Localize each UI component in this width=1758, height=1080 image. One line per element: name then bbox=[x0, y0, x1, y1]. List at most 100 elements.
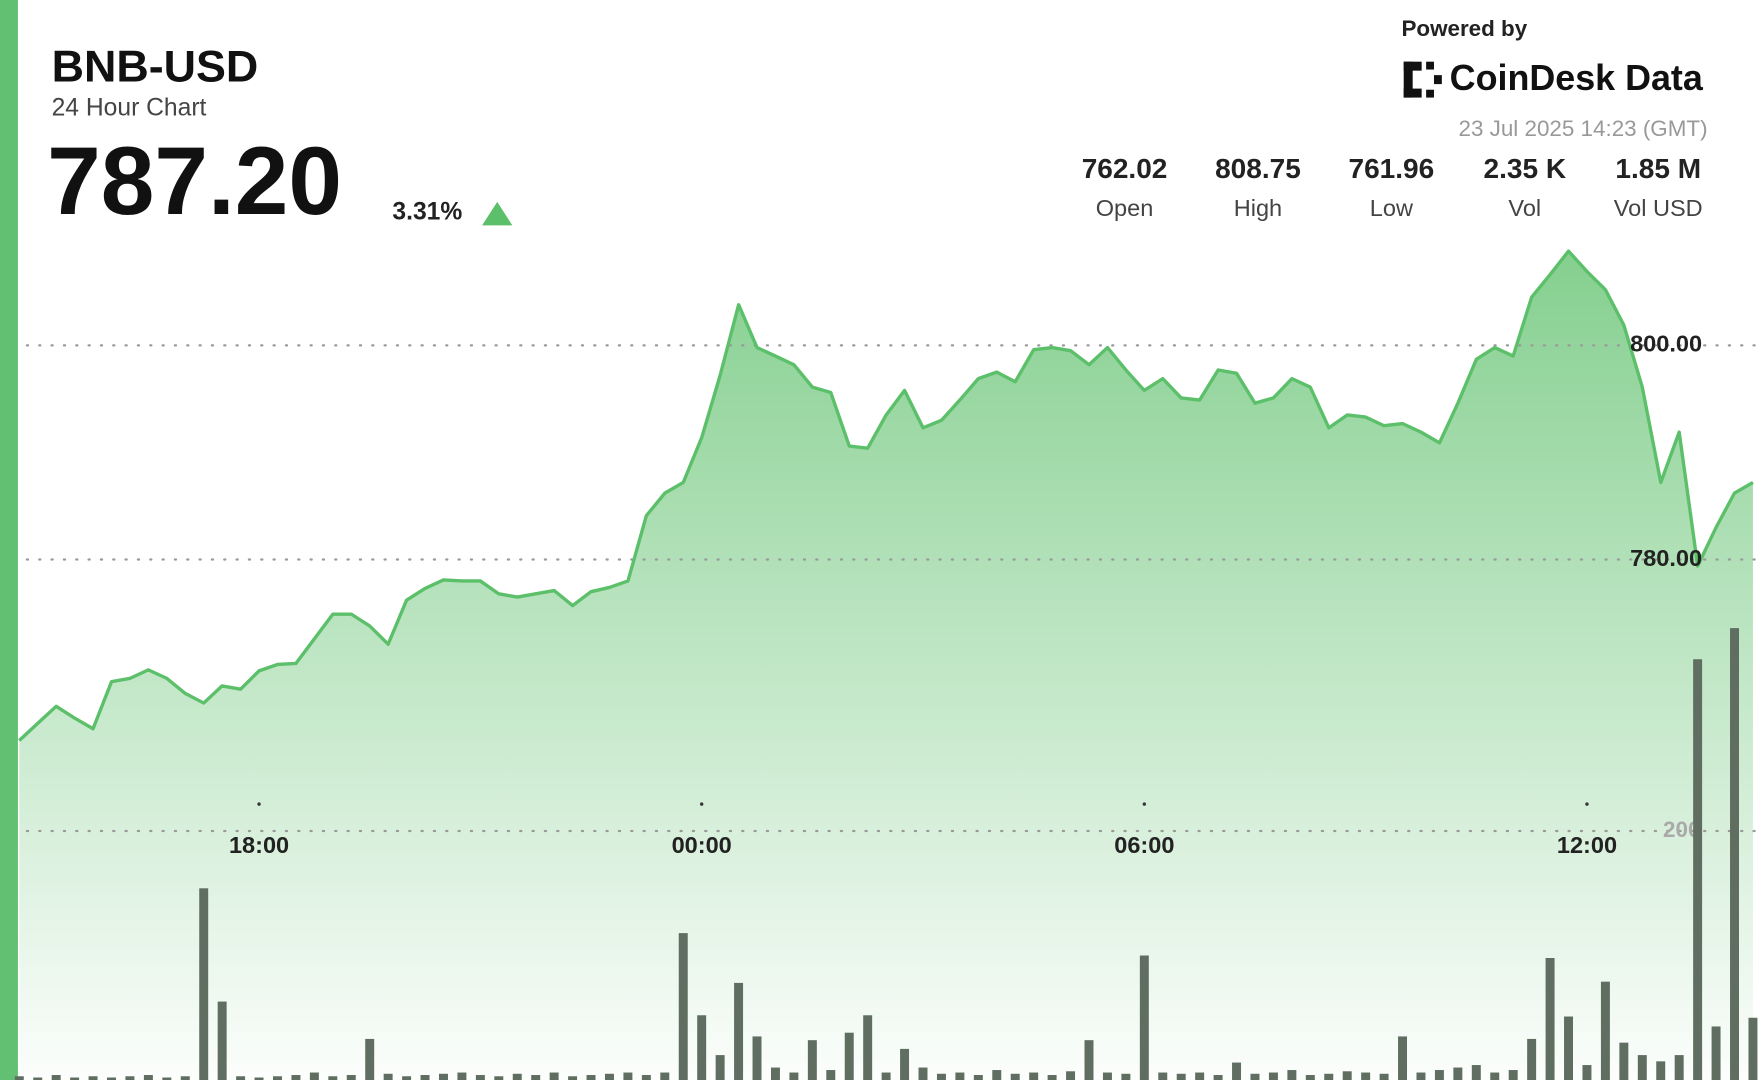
volume-bar bbox=[1176, 1073, 1186, 1080]
stat-value: 2.35 K bbox=[1484, 153, 1567, 184]
stat-value: 808.75 bbox=[1215, 153, 1301, 184]
volume-bar bbox=[512, 1073, 522, 1080]
chart-subtitle: 24 Hour Chart bbox=[52, 94, 207, 121]
volume-bar bbox=[254, 1077, 264, 1080]
volume-bar bbox=[1066, 1071, 1076, 1080]
volume-bar bbox=[826, 1070, 836, 1080]
accent-bar bbox=[0, 0, 18, 1080]
volume-bar bbox=[1213, 1075, 1223, 1080]
volume-bar bbox=[1158, 1072, 1168, 1080]
volume-bar bbox=[623, 1072, 633, 1080]
volume-bar bbox=[346, 1075, 356, 1080]
brand: CoinDesk Data bbox=[1450, 58, 1704, 98]
volume-bar bbox=[383, 1073, 393, 1080]
volume-bar bbox=[1029, 1072, 1039, 1080]
volume-bar bbox=[1711, 1026, 1721, 1080]
x-tick-label: 12:00 bbox=[1557, 832, 1617, 858]
volume-bar bbox=[273, 1076, 282, 1080]
volume-bar bbox=[1508, 1070, 1518, 1080]
volume-bar bbox=[1564, 1016, 1574, 1080]
volume-bar bbox=[88, 1076, 98, 1080]
volume-bar bbox=[1379, 1073, 1389, 1080]
volume-bar bbox=[641, 1075, 651, 1080]
y-tick-label: 780.00 bbox=[1630, 545, 1702, 571]
x-tick-mark bbox=[1585, 802, 1589, 806]
volume-bar bbox=[1545, 958, 1555, 1080]
volume-bar bbox=[586, 1075, 596, 1080]
volume-bar bbox=[863, 1015, 873, 1080]
stat-label: Vol bbox=[1508, 195, 1541, 221]
volume-bar bbox=[70, 1077, 80, 1080]
volume-bar bbox=[236, 1076, 246, 1080]
volume-bar bbox=[1287, 1070, 1297, 1080]
change: 3.31% bbox=[392, 199, 462, 226]
volume-bar bbox=[678, 933, 688, 1080]
volume-bar bbox=[531, 1075, 541, 1080]
chart-title: BNB-USD bbox=[52, 40, 259, 91]
volume-bar bbox=[291, 1075, 301, 1080]
volume-bar bbox=[734, 982, 744, 1080]
x-tick-label: 18:00 bbox=[229, 832, 289, 858]
volume-bar bbox=[1453, 1067, 1463, 1080]
volume-bar bbox=[1637, 1055, 1647, 1080]
volume-bar bbox=[1361, 1072, 1371, 1080]
price: 787.20 bbox=[47, 128, 342, 235]
volume-bar bbox=[1139, 955, 1149, 1080]
timestamp: 23 Jul 2025 14:23 (GMT) bbox=[1458, 116, 1707, 141]
volume-bar bbox=[1730, 628, 1739, 1080]
volume-bar bbox=[1434, 1070, 1444, 1080]
volume-bar bbox=[752, 1036, 762, 1080]
volume-bar bbox=[420, 1075, 430, 1080]
volume-bar bbox=[715, 1055, 725, 1080]
volume-bar bbox=[1600, 981, 1610, 1080]
volume-bar bbox=[1693, 659, 1703, 1080]
volume-bar bbox=[1268, 1072, 1278, 1080]
volume-bar bbox=[328, 1076, 338, 1080]
x-tick-label: 00:00 bbox=[672, 832, 732, 858]
volume-bar bbox=[1195, 1072, 1205, 1080]
volume-bar bbox=[457, 1072, 467, 1080]
volume-bar bbox=[844, 1032, 854, 1080]
powered-by: Powered by bbox=[1401, 16, 1527, 41]
volume-bar bbox=[1527, 1038, 1537, 1080]
volume-bar bbox=[807, 1040, 817, 1080]
volume-bar bbox=[770, 1067, 780, 1080]
volume-bar bbox=[992, 1070, 1002, 1080]
volume-bar bbox=[1416, 1072, 1426, 1080]
volume-bar bbox=[1342, 1071, 1352, 1080]
volume-bar bbox=[1398, 1036, 1408, 1080]
volume-bar bbox=[494, 1076, 504, 1080]
volume-bar bbox=[1121, 1073, 1131, 1080]
volume-bar bbox=[1102, 1072, 1112, 1080]
x-tick-mark bbox=[257, 802, 261, 806]
stat-value: 1.85 M bbox=[1615, 153, 1701, 184]
volume-bar bbox=[1471, 1065, 1481, 1080]
stats: 762.02 Open 808.75 High 761.96 Low 2.35 K Vol 1.… bbox=[1082, 153, 1703, 221]
volume-bar bbox=[1490, 1072, 1500, 1080]
up-arrow bbox=[482, 201, 513, 226]
volume-bar bbox=[125, 1076, 135, 1080]
price-area bbox=[19, 251, 1753, 1080]
x-tick-label: 06:00 bbox=[1114, 832, 1174, 858]
brand-icon bbox=[1403, 61, 1442, 98]
volume-bar bbox=[162, 1077, 172, 1080]
volume-bar bbox=[217, 1001, 227, 1080]
volume-bar bbox=[475, 1075, 485, 1080]
volume-bar bbox=[697, 1015, 707, 1080]
stat-label: Vol USD bbox=[1614, 195, 1703, 221]
volume-bar bbox=[33, 1077, 43, 1080]
volume-bar bbox=[881, 1072, 891, 1080]
volume-bar bbox=[1232, 1062, 1242, 1080]
volume-bar bbox=[973, 1075, 983, 1080]
volume-bar bbox=[1674, 1055, 1684, 1080]
volume-bar bbox=[1582, 1065, 1592, 1080]
volume-bar bbox=[1047, 1075, 1057, 1080]
volume-bar bbox=[955, 1072, 965, 1080]
volume-bar bbox=[1324, 1073, 1334, 1080]
price-line bbox=[18, 249, 1754, 742]
volume-bar bbox=[1619, 1042, 1629, 1080]
volume-bar bbox=[309, 1072, 319, 1080]
volume-bar bbox=[1084, 1040, 1094, 1080]
